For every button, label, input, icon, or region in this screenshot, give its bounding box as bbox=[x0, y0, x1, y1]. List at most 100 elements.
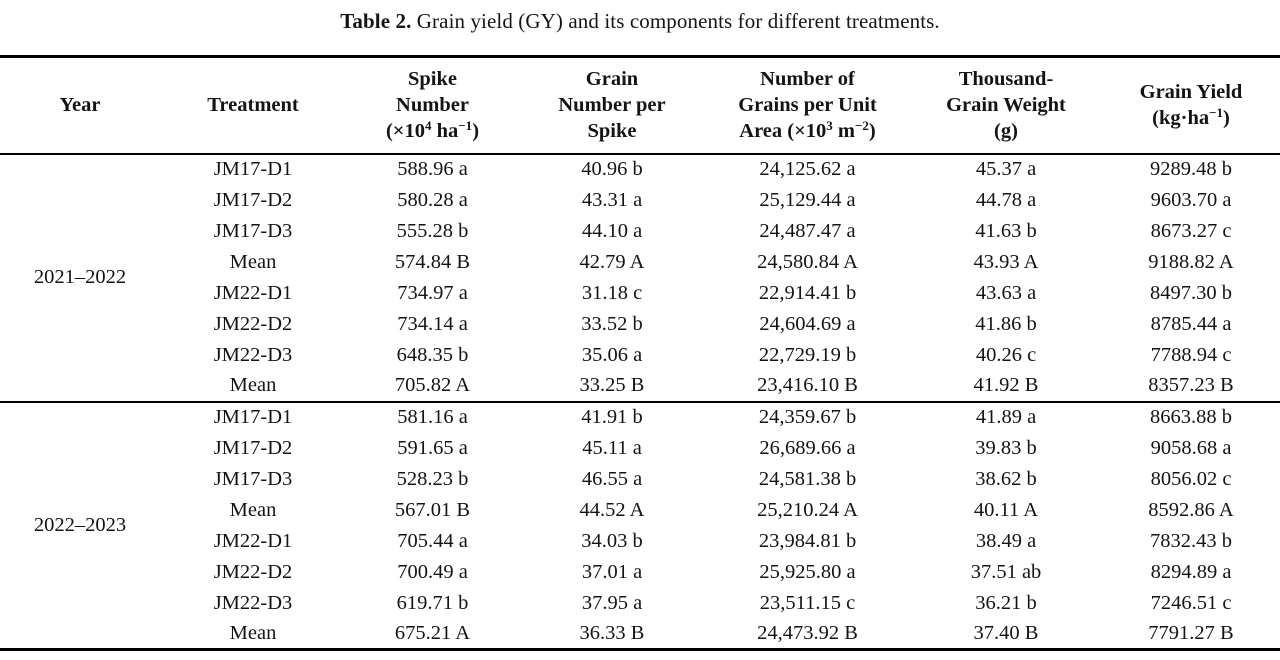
cell-grain-number-per-spike: 43.31 a bbox=[581, 188, 643, 211]
year-cell: 2021–2022 bbox=[33, 266, 127, 288]
header-superscript: −1 bbox=[1209, 105, 1224, 121]
table-row: JM22-D1 705.44 a 34.03 b 23,984.81 b 38.49 a… bbox=[0, 526, 1280, 557]
cell-grain-number-per-spike: 37.95 a bbox=[581, 591, 643, 614]
cell-spike-number: 555.28 b bbox=[396, 219, 469, 242]
caption-label: Table 2. bbox=[340, 9, 412, 33]
cell-grains-per-unit-area: 23,984.81 b bbox=[758, 529, 857, 552]
cell-grain-yield: 8592.86 A bbox=[1148, 498, 1234, 521]
cell-thousand-grain-weight: 37.51 ab bbox=[970, 560, 1042, 583]
cell-grains-per-unit-area: 24,581.38 b bbox=[758, 467, 857, 490]
cell-spike-number: 619.71 b bbox=[396, 591, 469, 614]
column-header-treatment: Treatment bbox=[207, 94, 299, 117]
cell-thousand-grain-weight: 41.86 b bbox=[975, 312, 1037, 335]
cell-grains-per-unit-area: 24,487.47 a bbox=[759, 219, 856, 242]
cell-grain-yield: 7246.51 c bbox=[1150, 591, 1232, 614]
header-row: Year Treatment Spike Number (×104 ha−1) Grain… bbox=[0, 57, 1280, 154]
header-superscript: −2 bbox=[854, 118, 869, 134]
cell-grain-yield: 8357.23 B bbox=[1148, 374, 1234, 396]
cell-treatment: JM17-D1 bbox=[213, 406, 293, 428]
year-block: 2022–2023 JM17-D1 581.16 a 41.91 b 24,359.67… bbox=[0, 402, 1280, 650]
table-row: JM22-D2 700.49 a 37.01 a 25,925.80 a 37.51 a… bbox=[0, 557, 1280, 588]
table-caption: Table 2. Grain yield (GY) and its compon… bbox=[0, 0, 1280, 55]
caption-text: Grain yield (GY) and its components for … bbox=[416, 9, 940, 33]
cell-spike-number: 580.28 a bbox=[397, 188, 468, 211]
table-row: JM17-D2 580.28 a 43.31 a 25,129.44 a 44.78 a… bbox=[0, 185, 1280, 216]
cell-treatment: Mean bbox=[229, 498, 277, 521]
cell-spike-number: 675.21 A bbox=[394, 621, 471, 644]
cell-grain-number-per-spike: 35.06 a bbox=[581, 343, 643, 366]
cell-grain-number-per-spike: 41.91 b bbox=[581, 406, 643, 428]
cell-spike-number: 648.35 b bbox=[396, 343, 469, 366]
column-header-grains-per-unit-area: Number of Grains per Unit Area (×103 m−2) bbox=[738, 68, 877, 143]
year-cell: 2022–2023 bbox=[33, 513, 127, 536]
cell-treatment: JM17-D1 bbox=[213, 158, 293, 180]
table-row: JM17-D3 555.28 b 44.10 a 24,487.47 a 41.63 b… bbox=[0, 216, 1280, 247]
cell-grains-per-unit-area: 23,511.15 c bbox=[759, 591, 856, 614]
cell-treatment: JM22-D3 bbox=[213, 343, 293, 366]
header-superscript: 3 bbox=[826, 118, 833, 134]
cell-spike-number: 528.23 b bbox=[396, 467, 469, 490]
table-row: 2022–2023 JM17-D1 581.16 a 41.91 b 24,359.67… bbox=[0, 402, 1280, 536]
table-row: Mean 574.84 B 42.79 A 24,580.84 A 43.93 A 918… bbox=[0, 247, 1280, 278]
cell-grain-number-per-spike: 42.79 A bbox=[579, 250, 645, 273]
table-row: Mean 675.21 A 36.33 B 24,473.92 B 37.40 B 779… bbox=[0, 619, 1280, 650]
cell-thousand-grain-weight: 38.49 a bbox=[975, 529, 1037, 552]
cell-grains-per-unit-area: 22,914.41 b bbox=[758, 281, 857, 304]
cell-treatment: JM22-D2 bbox=[213, 560, 293, 583]
table-row: JM22-D3 619.71 b 37.95 a 23,511.15 c 36.21 b… bbox=[0, 588, 1280, 619]
table-row: Mean 705.82 A 33.25 B 23,416.10 B 41.92 B 835… bbox=[0, 371, 1280, 402]
table-row: JM17-D3 528.23 b 46.55 a 24,581.38 b 38.62 b… bbox=[0, 464, 1280, 495]
grain-yield-table: Year Treatment Spike Number (×104 ha−1) Grain… bbox=[0, 55, 1280, 651]
table-row: 2021–2022 JM17-D1 588.96 a 40.96 b 24,125.62… bbox=[0, 154, 1280, 288]
cell-spike-number: 591.65 a bbox=[397, 436, 468, 459]
cell-spike-number: 734.97 a bbox=[397, 281, 468, 304]
cell-grains-per-unit-area: 25,210.24 A bbox=[757, 498, 858, 521]
cell-grains-per-unit-area: 24,125.62 a bbox=[759, 158, 856, 180]
column-header-grain-yield: Grain Yield (kg·ha−1) bbox=[1139, 81, 1243, 130]
cell-grains-per-unit-area: 23,416.10 B bbox=[757, 374, 858, 396]
cell-grain-number-per-spike: 37.01 a bbox=[581, 560, 643, 583]
cell-thousand-grain-weight: 36.21 b bbox=[975, 591, 1037, 614]
cell-treatment: JM17-D2 bbox=[213, 188, 293, 211]
cell-treatment: JM17-D2 bbox=[213, 436, 293, 459]
cell-treatment: JM17-D3 bbox=[213, 467, 293, 490]
cell-grain-yield: 7788.94 c bbox=[1150, 343, 1232, 366]
cell-spike-number: 734.14 a bbox=[397, 312, 468, 335]
cell-spike-number: 574.84 B bbox=[394, 250, 471, 273]
column-header-thousand-grain-weight: Thousand- Grain Weight (g) bbox=[946, 68, 1066, 143]
column-header-grain-number-per-spike: Grain Number per Spike bbox=[558, 68, 666, 143]
table-row: Mean 567.01 B 44.52 A 25,210.24 A 40.11 A 859… bbox=[0, 495, 1280, 526]
cell-spike-number: 581.16 a bbox=[397, 406, 468, 428]
cell-grain-number-per-spike: 40.96 b bbox=[581, 158, 643, 180]
table-row: JM22-D1 734.97 a 31.18 c 22,914.41 b 43.63 a… bbox=[0, 278, 1280, 309]
cell-grain-number-per-spike: 45.11 a bbox=[582, 436, 642, 459]
cell-thousand-grain-weight: 38.62 b bbox=[975, 467, 1037, 490]
cell-grain-yield: 7832.43 b bbox=[1150, 529, 1232, 552]
cell-spike-number: 705.82 A bbox=[394, 374, 471, 396]
cell-grain-yield: 9289.48 b bbox=[1150, 158, 1232, 180]
table-header: Year Treatment Spike Number (×104 ha−1) Grain… bbox=[0, 57, 1280, 154]
cell-grain-yield: 8663.88 b bbox=[1150, 406, 1232, 428]
cell-grain-number-per-spike: 33.25 B bbox=[579, 374, 645, 396]
table-row: JM17-D2 591.65 a 45.11 a 26,689.66 a 39.83 b… bbox=[0, 433, 1280, 464]
cell-thousand-grain-weight: 40.26 c bbox=[975, 343, 1037, 366]
cell-spike-number: 705.44 a bbox=[397, 529, 468, 552]
header-superscript: −1 bbox=[458, 118, 473, 134]
cell-grain-number-per-spike: 34.03 b bbox=[581, 529, 643, 552]
cell-grains-per-unit-area: 22,729.19 b bbox=[758, 343, 857, 366]
cell-treatment: Mean bbox=[229, 374, 277, 396]
header-superscript: 4 bbox=[424, 118, 432, 134]
table-row: JM22-D2 734.14 a 33.52 b 24,604.69 a 41.86 b… bbox=[0, 309, 1280, 340]
cell-thousand-grain-weight: 39.83 b bbox=[975, 436, 1037, 459]
cell-grain-number-per-spike: 31.18 c bbox=[581, 281, 643, 304]
cell-thousand-grain-weight: 41.63 b bbox=[975, 219, 1037, 242]
cell-grain-yield: 8497.30 b bbox=[1150, 281, 1232, 304]
cell-grain-yield: 8294.89 a bbox=[1150, 560, 1232, 583]
cell-treatment: JM22-D2 bbox=[213, 312, 293, 335]
cell-treatment: Mean bbox=[229, 621, 277, 644]
table-row: JM22-D3 648.35 b 35.06 a 22,729.19 b 40.26 c… bbox=[0, 340, 1280, 371]
cell-grain-yield: 8673.27 c bbox=[1150, 219, 1232, 242]
cell-grain-yield: 9188.82 A bbox=[1148, 250, 1234, 273]
cell-grains-per-unit-area: 25,925.80 a bbox=[759, 560, 856, 583]
cell-grain-number-per-spike: 36.33 B bbox=[579, 621, 645, 644]
